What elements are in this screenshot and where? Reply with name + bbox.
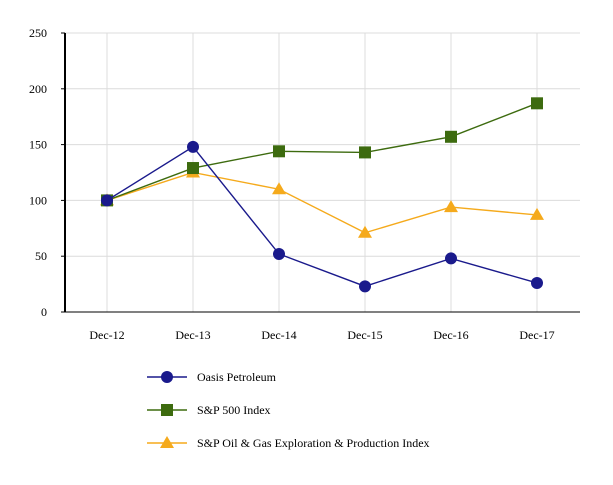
- y-tick-label: 200: [29, 82, 47, 96]
- axes: 0 50 100 150 200 250 Dec-12 Dec-13 Dec-14 Dec-15 D…: [29, 26, 580, 342]
- x-tick-label: Dec-12: [89, 328, 124, 342]
- data-point: [187, 140, 199, 153]
- legend-marker-triangle-icon: [160, 436, 174, 448]
- legend-item: Oasis Petroleum: [147, 370, 277, 384]
- data-point: [187, 162, 199, 175]
- series-square: [101, 97, 543, 207]
- series-line: [106, 171, 538, 234]
- data-point: [273, 145, 285, 158]
- legend-label: S&P Oil & Gas Exploration & Production I…: [197, 436, 430, 450]
- series-circle: [101, 140, 543, 293]
- legend-item: S&P 500 Index: [147, 403, 271, 417]
- x-tick-label: Dec-15: [347, 328, 382, 342]
- data-point: [273, 247, 285, 260]
- data-point: [444, 200, 458, 213]
- data-point: [272, 182, 286, 195]
- data-point: [359, 146, 371, 159]
- data-point: [445, 130, 457, 143]
- data-point: [445, 252, 457, 265]
- x-tick-label: Dec-13: [175, 328, 210, 342]
- data-point: [531, 276, 543, 289]
- x-tick-label: Dec-14: [261, 328, 296, 342]
- y-tick-label: 0: [41, 305, 47, 319]
- legend-label: Oasis Petroleum: [197, 370, 277, 384]
- series-line: [106, 145, 538, 288]
- data-point: [358, 225, 372, 238]
- legend-marker-square-icon: [161, 404, 173, 416]
- series-line: [106, 102, 538, 202]
- legend-item: S&P Oil & Gas Exploration & Production I…: [147, 436, 430, 450]
- legend-label: S&P 500 Index: [197, 403, 271, 417]
- x-tick-label: Dec-16: [433, 328, 468, 342]
- data-point: [101, 194, 113, 207]
- data-point: [359, 280, 371, 293]
- series-triangle: [100, 165, 544, 238]
- legend: Oasis Petroleum S&P 500 Index S&P Oil & Ga…: [147, 370, 430, 450]
- y-tick-label: 150: [29, 138, 47, 152]
- y-tick-label: 250: [29, 26, 47, 40]
- y-tick-label: 100: [29, 193, 47, 207]
- series-group: [100, 97, 544, 293]
- y-tick-label: 50: [35, 249, 47, 263]
- x-tick-label: Dec-17: [519, 328, 554, 342]
- legend-marker-circle-icon: [161, 371, 173, 383]
- data-point: [531, 97, 543, 110]
- data-point: [530, 207, 544, 220]
- gridlines: [65, 32, 580, 312]
